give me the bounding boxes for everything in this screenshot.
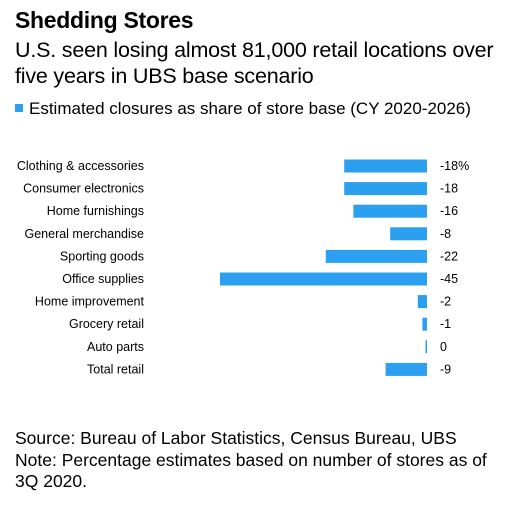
category-label: Home furnishings [47,204,144,218]
bar-chart: Clothing & accessories -18% Consumer elect… [17,159,469,376]
value-label: -22 [440,249,458,263]
chart-title: Shedding Stores [15,7,194,33]
category-label: Consumer electronics [23,182,144,196]
bar [220,272,427,286]
value-label: -18% [440,159,469,173]
value-label: -2 [440,295,451,309]
value-label: -18 [440,182,458,196]
methodology-note: Note: Percentage estimates based on numb… [15,449,487,492]
category-label: Auto parts [87,340,144,354]
bar [390,227,427,241]
legend-label: Estimated closures as share of store bas… [29,99,471,118]
chart-subtitle: U.S. seen losing almost 81,000 retail lo… [15,38,494,88]
bar [325,249,427,263]
category-label: Home improvement [35,295,145,309]
category-label: General merchandise [24,227,144,241]
value-label: -8 [440,227,451,241]
bar [344,182,427,196]
bar [344,159,427,173]
category-label: Total retail [87,362,144,376]
legend: Estimated closures as share of store bas… [15,98,510,120]
category-label: Grocery retail [69,317,144,331]
value-label: 0 [440,340,447,354]
bar [353,204,427,218]
category-label: Sporting goods [60,249,144,263]
category-label: Office supplies [62,272,144,286]
value-label: -1 [440,317,451,331]
legend-swatch [15,104,23,112]
bar [425,340,427,354]
value-label: -45 [440,272,458,286]
category-label: Clothing & accessories [17,159,144,173]
footer: Source: Bureau of Labor Statistics, Cens… [15,428,510,493]
source-note: Source: Bureau of Labor Statistics, Cens… [15,428,457,448]
bar [417,295,427,309]
bar [422,317,427,331]
bar [385,362,427,376]
value-label: -9 [440,362,451,376]
value-label: -16 [440,204,458,218]
